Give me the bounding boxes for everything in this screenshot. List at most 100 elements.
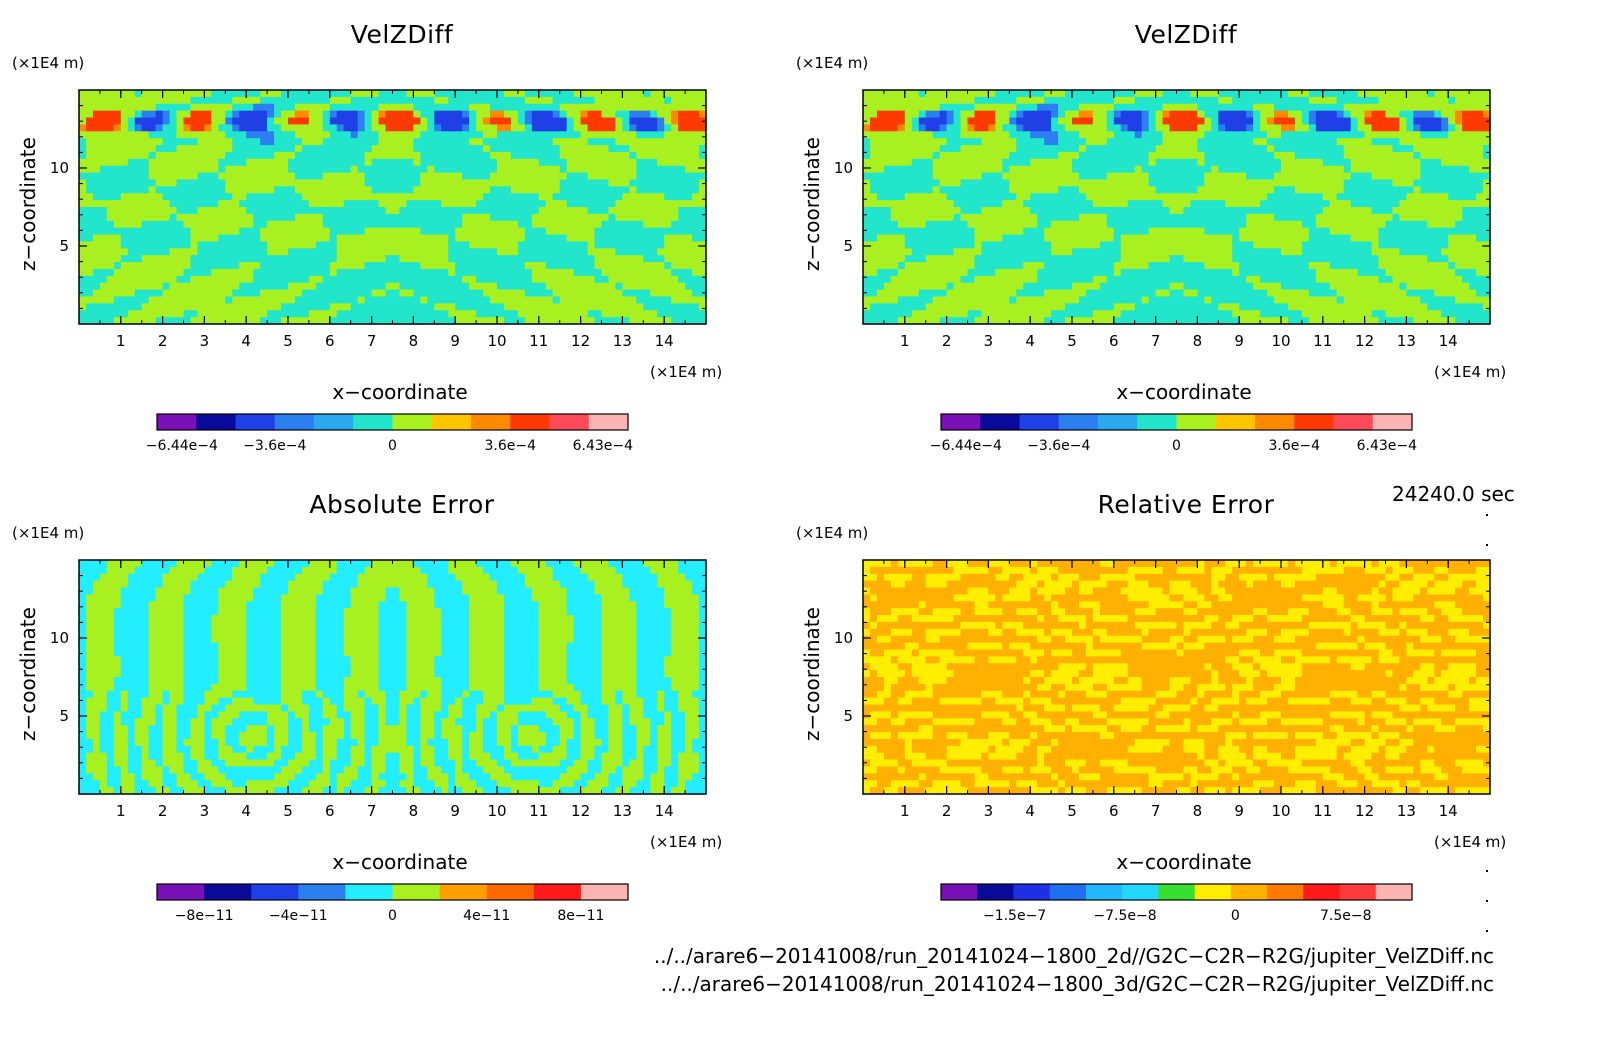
heatmap-cell xyxy=(329,248,338,256)
heatmap-cell xyxy=(699,145,707,153)
heatmap-cell xyxy=(594,200,603,208)
heatmap-cell xyxy=(113,158,122,167)
heatmap-cell xyxy=(1065,213,1073,222)
heatmap-cell xyxy=(183,172,192,181)
heatmap-cell xyxy=(253,193,261,201)
heatmap-cell xyxy=(413,227,421,236)
heatmap-cell xyxy=(308,255,317,263)
heatmap-cell xyxy=(127,255,136,263)
heatmap-cell xyxy=(629,234,637,243)
heatmap-cell xyxy=(1162,124,1171,132)
heatmap-cell xyxy=(1127,303,1136,311)
heatmap-cell xyxy=(559,213,568,222)
heatmap-cell xyxy=(378,186,387,194)
heatmap-cell xyxy=(531,186,540,194)
heatmap-cell xyxy=(1148,138,1157,146)
heatmap-cell xyxy=(1072,138,1080,146)
heatmap-cell xyxy=(1218,179,1226,187)
heatmap-cell xyxy=(890,110,899,119)
heatmap-cell xyxy=(329,289,338,298)
heatmap-cell xyxy=(664,227,672,236)
heatmap-cell xyxy=(134,179,143,187)
heatmap-cell xyxy=(85,151,94,160)
heatmap-cell xyxy=(566,282,575,291)
heatmap-cell xyxy=(876,317,885,325)
heatmap-cell xyxy=(155,241,164,249)
heatmap-cell xyxy=(967,213,976,222)
heatmap-cell xyxy=(120,124,129,132)
heatmap-cell xyxy=(1134,296,1143,304)
heatmap-cell xyxy=(1162,131,1171,139)
heatmap-cells xyxy=(863,90,1491,325)
heatmap-cell xyxy=(1009,151,1017,160)
heatmap-cell xyxy=(378,145,387,153)
heatmap-cell xyxy=(329,303,338,311)
heatmap-cell xyxy=(85,103,94,112)
heatmap-cell xyxy=(1141,200,1150,208)
heatmap-cell xyxy=(162,90,171,98)
heatmap-cell xyxy=(897,131,906,139)
heatmap-cell xyxy=(357,158,366,167)
heatmap-cell xyxy=(559,310,568,318)
heatmap-cell xyxy=(211,145,219,153)
heatmap-cell xyxy=(573,172,582,181)
heatmap-cell xyxy=(510,90,519,98)
heatmap-cell xyxy=(197,275,205,284)
heatmap-cell xyxy=(406,255,414,263)
heatmap-cell xyxy=(462,165,470,174)
heatmap-cell xyxy=(1162,227,1171,236)
heatmap-cell xyxy=(664,151,672,160)
heatmap-cell xyxy=(1120,248,1129,256)
heatmap-cell xyxy=(169,241,178,249)
heatmap-cell xyxy=(629,138,637,146)
heatmap-cell xyxy=(294,207,303,215)
heatmap-cell xyxy=(378,213,387,222)
heatmap-cell xyxy=(974,262,983,270)
heatmap-cell xyxy=(981,96,989,105)
heatmap-cell xyxy=(134,310,143,318)
heatmap-cell xyxy=(301,124,310,132)
heatmap-cell xyxy=(1120,138,1129,146)
heatmap-cell xyxy=(1183,213,1192,222)
heatmap-cell xyxy=(169,90,178,98)
heatmap-cell xyxy=(294,90,303,98)
heatmap-cell xyxy=(1218,151,1226,160)
heatmap-cell xyxy=(1099,151,1108,160)
heatmap-cell xyxy=(343,165,352,174)
heatmap-cell xyxy=(1113,138,1122,146)
heatmap-cell xyxy=(357,186,366,194)
heatmap-cell xyxy=(988,90,996,98)
heatmap-cell xyxy=(371,138,380,146)
heatmap-cell xyxy=(322,317,331,325)
heatmap-cell xyxy=(462,241,470,249)
heatmap-cell xyxy=(678,193,686,201)
heatmap-cell xyxy=(699,262,707,270)
heatmap-cell xyxy=(85,255,94,263)
heatmap-cell xyxy=(218,220,226,229)
heatmap-cell xyxy=(106,110,115,119)
heatmap-cell xyxy=(608,317,617,325)
heatmap-cell xyxy=(538,275,547,284)
heatmap-cell xyxy=(897,103,906,112)
heatmap-cell xyxy=(890,227,899,236)
heatmap-cell xyxy=(260,262,268,270)
heatmap-cell xyxy=(1176,255,1185,263)
heatmap-cell xyxy=(594,241,603,249)
heatmap-cell xyxy=(1106,310,1115,318)
heatmap-cell xyxy=(441,310,449,318)
heatmap-cell xyxy=(92,241,101,249)
heatmap-cell xyxy=(169,227,178,236)
heatmap-cell xyxy=(420,317,428,325)
heatmap-cell xyxy=(545,186,554,194)
heatmap-cell xyxy=(1204,90,1212,98)
heatmap-cell xyxy=(918,131,927,139)
heatmap-cell xyxy=(918,110,927,119)
heatmap-cell xyxy=(890,282,899,291)
heatmap-cell xyxy=(939,262,948,270)
heatmap-cell xyxy=(134,303,143,311)
heatmap-cell xyxy=(497,145,505,153)
heatmap-cell xyxy=(545,138,554,146)
heatmap-cell xyxy=(974,310,983,318)
heatmap-cell xyxy=(336,103,345,112)
heatmap-cell xyxy=(169,310,178,318)
